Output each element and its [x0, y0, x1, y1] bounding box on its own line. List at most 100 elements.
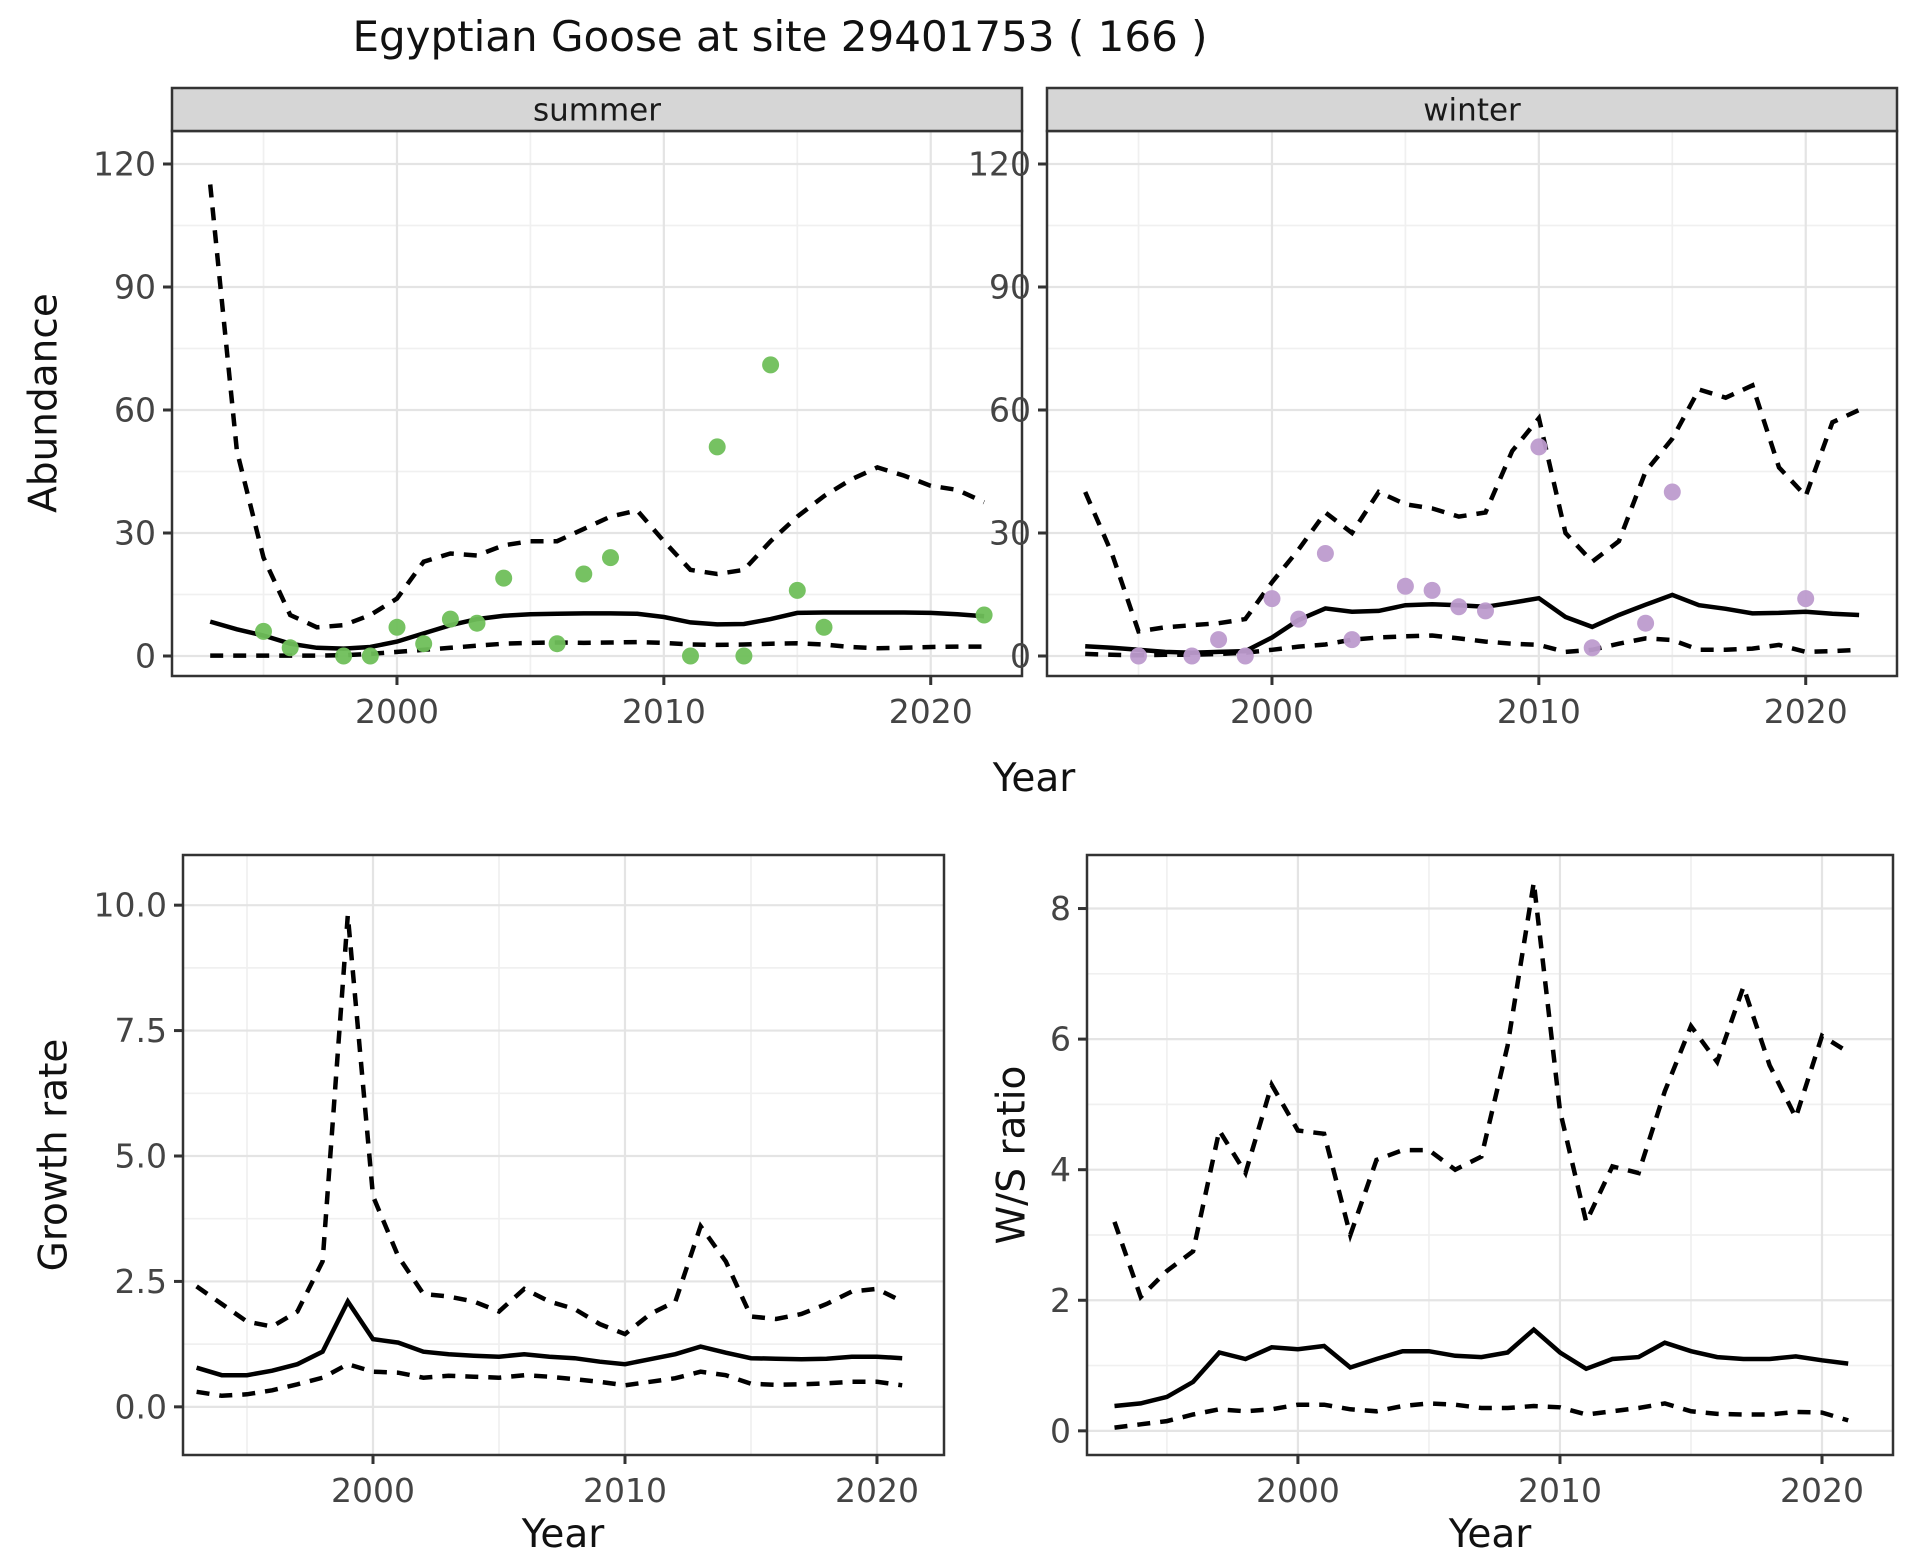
- data-point: [361, 647, 379, 665]
- data-point: [1183, 647, 1201, 665]
- data-point: [735, 647, 753, 665]
- data-point: [1450, 598, 1468, 616]
- data-point: [281, 639, 299, 657]
- data-point: [441, 610, 459, 628]
- facet-strip-summer: summer: [170, 86, 1024, 133]
- x-tick-label: 2000: [331, 1471, 415, 1510]
- panel-growth-rate: 2000 2010 2020 0.0 2.5 5.0 7.5 10.0: [94, 853, 946, 1510]
- facet-strip-box: [170, 86, 1024, 133]
- data-point: [1290, 610, 1308, 628]
- data-point: [255, 622, 272, 640]
- series-upper-ci-dashed-line: [1112, 882, 1850, 1302]
- y-tick-label: 4: [1050, 1150, 1071, 1189]
- data-point: [1316, 545, 1334, 562]
- panel-abundance-winter: 2000 2010 2020 0 30 60 90 120 winter: [968, 86, 1899, 731]
- grid-minor: [172, 131, 1022, 676]
- y-tick-label: 0: [1010, 636, 1031, 675]
- data-point: [762, 356, 780, 374]
- x-tick-label: 2000: [1230, 692, 1314, 731]
- series-fitted-solid-line: [1114, 1326, 1849, 1409]
- observed-points: [1130, 438, 1815, 665]
- panel-ws-ratio: 2000 2010 2020 0 2 4 6 8: [1050, 853, 1895, 1510]
- x-tick-label: 2010: [583, 1471, 667, 1510]
- data-point: [682, 647, 699, 665]
- data-point: [1210, 631, 1228, 649]
- x-tick-label: 2010: [1518, 1471, 1602, 1510]
- figure-title: Egyptian Goose at site 29401753 ( 166 ): [352, 12, 1208, 61]
- x-tick-label: 2010: [1497, 692, 1581, 731]
- y-tick-label: 0: [1050, 1411, 1071, 1450]
- data-point: [1797, 590, 1815, 608]
- y-tick-label: 5.0: [115, 1137, 167, 1176]
- data-point: [1637, 614, 1655, 632]
- data-point: [1130, 647, 1147, 665]
- y-axis-title-growth-rate: Growth rate: [31, 1038, 77, 1272]
- data-point: [1343, 631, 1361, 649]
- series-upper-ci-dashed-line: [207, 184, 986, 630]
- x-axis-title-top: Year: [992, 756, 1076, 801]
- data-point: [1530, 438, 1548, 456]
- data-point: [708, 438, 726, 456]
- y-tick-label: 120: [93, 145, 156, 184]
- observed-points: [255, 356, 993, 665]
- facet-strip-label: summer: [533, 93, 661, 129]
- x-tick-label: 2020: [1764, 692, 1848, 731]
- y-axis-title-abundance: Abundance: [21, 293, 67, 513]
- y-tick-label: 2: [1050, 1281, 1071, 1320]
- data-point: [548, 635, 566, 653]
- grid-major: [183, 855, 944, 1455]
- y-tick-label: 2.5: [115, 1262, 167, 1301]
- axis-ticks: 2000 2010 2020 0 30 60 90 120: [968, 145, 1848, 731]
- y-tick-label: 60: [989, 390, 1031, 429]
- data-point: [1396, 577, 1414, 595]
- panel-background: [172, 131, 1022, 676]
- x-tick-label: 2020: [889, 692, 973, 731]
- y-tick-label: 90: [989, 268, 1031, 307]
- series-fitted-solid-line: [1085, 592, 1860, 655]
- plot-area: [1112, 882, 1850, 1430]
- plot-area: [195, 914, 904, 1399]
- data-point: [1583, 639, 1601, 657]
- axis-ticks: 2000 2010 2020 0.0 2.5 5.0 7.5 10.0: [94, 886, 919, 1510]
- data-point: [388, 618, 406, 636]
- series-fitted-solid-line: [195, 1297, 903, 1378]
- y-tick-label: 6: [1050, 1020, 1071, 1059]
- data-point: [1663, 483, 1681, 501]
- data-point: [602, 549, 619, 567]
- data-point: [335, 647, 353, 665]
- data-point: [1236, 647, 1254, 665]
- series-lower-ci-dashed-line: [210, 639, 985, 658]
- plot-area: [207, 184, 993, 665]
- x-axis-title-growth: Year: [521, 1512, 605, 1557]
- facet-strip-label: winter: [1423, 93, 1521, 129]
- y-tick-label: 0.0: [115, 1387, 167, 1426]
- x-tick-label: 2000: [355, 692, 439, 731]
- grid-minor: [1087, 855, 1893, 1455]
- grid-major: [1087, 855, 1893, 1455]
- y-tick-label: 10.0: [94, 886, 167, 925]
- panel-abundance-summer: 2000 2010 2020 0 30 60 90 120 summer: [93, 86, 1024, 731]
- facet-strip-box: [1045, 86, 1899, 133]
- axis-ticks: 2000 2010 2020 0 2 4 6 8: [1050, 889, 1864, 1510]
- y-tick-label: 90: [114, 268, 156, 307]
- y-tick-label: 60: [114, 390, 156, 429]
- data-point: [975, 606, 993, 624]
- x-tick-label: 2010: [622, 692, 706, 731]
- facet-strip-winter: winter: [1045, 86, 1899, 133]
- series-lower-ci-dashed-line: [1114, 1401, 1849, 1430]
- data-point: [1263, 590, 1281, 608]
- x-tick-label: 2020: [835, 1471, 919, 1510]
- series-upper-ci-dashed-line: [1083, 382, 1861, 634]
- series-fitted-solid-line: [209, 610, 985, 651]
- y-tick-label: 120: [968, 145, 1031, 184]
- x-axis-title-ws: Year: [1448, 1512, 1532, 1557]
- data-point: [1477, 602, 1494, 620]
- y-tick-label: 0: [135, 636, 156, 675]
- data-point: [1423, 581, 1441, 599]
- series-upper-ci-dashed-line: [195, 914, 904, 1337]
- y-tick-label: 8: [1050, 889, 1071, 928]
- y-tick-label: 7.5: [115, 1011, 167, 1050]
- y-axis-title-ws-ratio: W/S ratio: [989, 1065, 1035, 1245]
